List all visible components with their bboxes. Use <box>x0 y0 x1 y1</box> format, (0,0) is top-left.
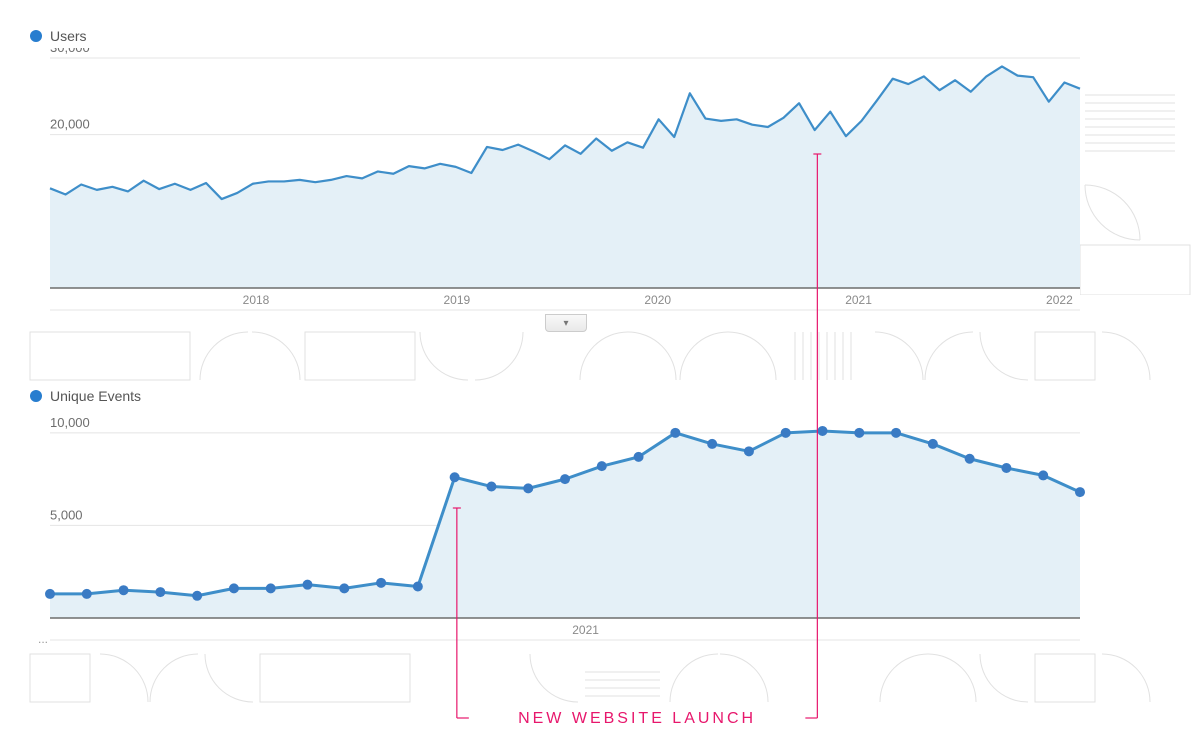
events-chart-wrap: Unique Events 5,000 10,000 2021 <box>30 388 1170 648</box>
svg-text:2021: 2021 <box>572 623 599 637</box>
svg-text:2019: 2019 <box>443 293 470 307</box>
users-legend-dot <box>30 30 42 42</box>
events-legend: Unique Events <box>30 388 1170 404</box>
svg-text:2018: 2018 <box>243 293 270 307</box>
svg-text:2021: 2021 <box>845 293 872 307</box>
svg-text:20,000: 20,000 <box>50 117 90 132</box>
svg-text:5,000: 5,000 <box>50 507 83 522</box>
annotation-label: NEW WEBSITE LAUNCH <box>469 710 806 728</box>
users-legend: Users <box>30 28 1170 44</box>
svg-text:30,000: 30,000 <box>50 48 90 55</box>
events-chart: 5,000 10,000 2021 <box>30 408 1130 648</box>
events-legend-label: Unique Events <box>50 388 141 404</box>
users-chart-wrap: Users 10,00020,00030,0002018201920202021… <box>30 28 1170 318</box>
svg-text:10,000: 10,000 <box>50 415 90 430</box>
svg-text:2020: 2020 <box>644 293 671 307</box>
chevron-down-icon: ▾ <box>563 318 568 329</box>
users-chart: 10,00020,00030,00020182019202020212022 <box>30 48 1130 318</box>
svg-text:2022: 2022 <box>1046 293 1073 307</box>
decorative-band-2 <box>20 650 1190 706</box>
events-ellipsis: ... <box>38 632 48 646</box>
users-legend-label: Users <box>50 28 87 44</box>
decorative-band-1 <box>20 328 1190 384</box>
events-legend-dot <box>30 390 42 402</box>
